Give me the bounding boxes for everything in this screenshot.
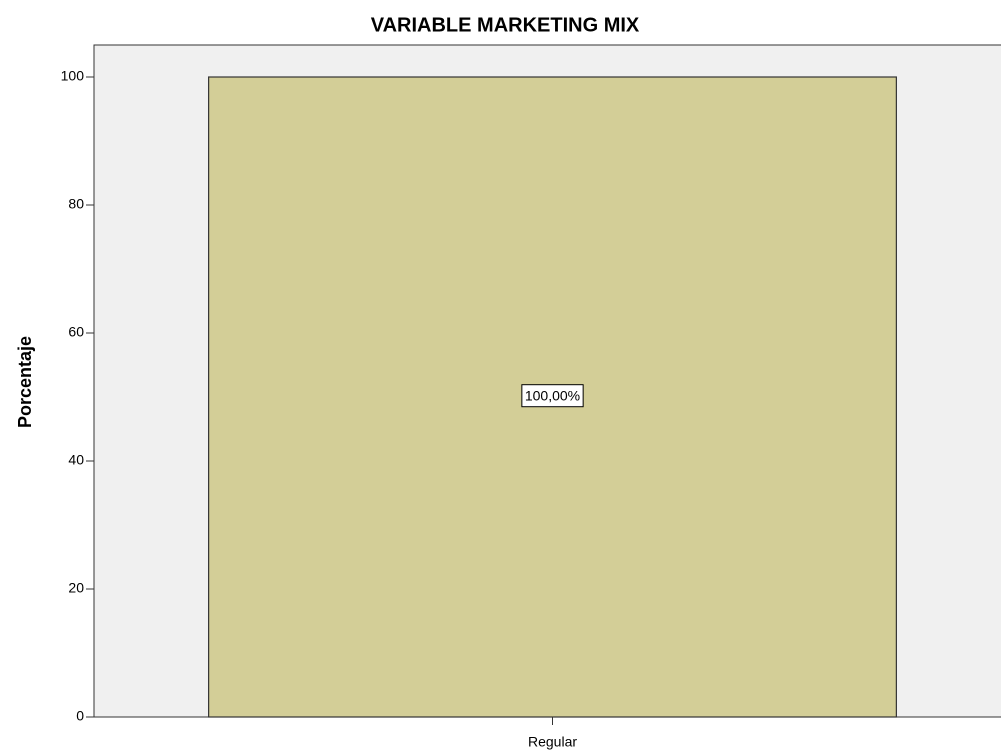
- y-tick-label: 40: [68, 452, 84, 468]
- value-label-box: [521, 384, 584, 408]
- y-tick-label: 60: [68, 324, 84, 340]
- y-tick-label: 100: [61, 68, 85, 84]
- value-label: 100,00%: [525, 388, 580, 404]
- y-tick-label: 80: [68, 196, 84, 212]
- chart-title: VARIABLE MARKETING MIX: [371, 14, 640, 36]
- x-tick-label: Regular: [528, 734, 577, 750]
- y-tick-label: 20: [68, 580, 84, 596]
- y-axis-label: Porcentaje: [15, 336, 35, 428]
- y-tick-label: 0: [76, 708, 84, 724]
